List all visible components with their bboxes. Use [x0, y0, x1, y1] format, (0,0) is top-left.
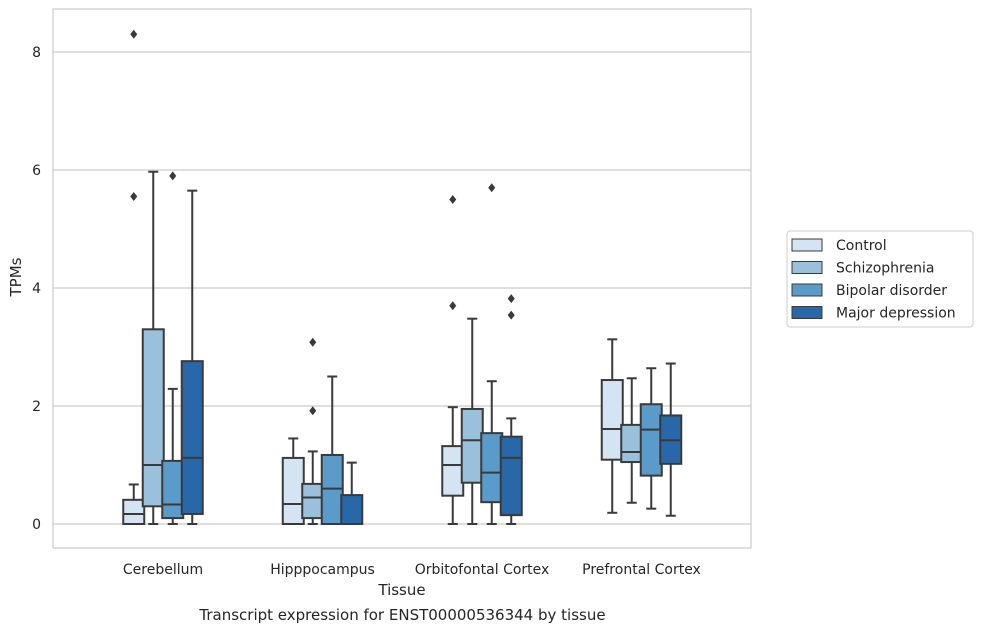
box-group	[340, 461, 364, 525]
box	[141, 328, 165, 508]
box-group	[161, 171, 185, 525]
box	[281, 456, 305, 526]
y-tick-label: 0	[32, 517, 41, 533]
box	[460, 407, 484, 484]
legend-frame	[786, 230, 974, 328]
outlier-point	[130, 192, 138, 202]
box-group	[281, 437, 305, 526]
plot-area-frame	[52, 8, 752, 549]
legend-swatch	[791, 306, 823, 319]
box	[122, 498, 146, 525]
box-group	[301, 337, 325, 525]
box-group	[320, 375, 344, 525]
x-tick-label: Orbitofontal Cortex	[415, 562, 550, 578]
legend-label: Bipolar disorder	[836, 283, 947, 299]
legend-swatch	[791, 238, 823, 252]
box	[620, 423, 644, 464]
box-group	[499, 294, 523, 525]
outlier-point	[169, 171, 177, 181]
y-tick-label: 8	[32, 45, 41, 61]
gridlines	[53, 51, 751, 525]
outlier-point	[309, 406, 317, 416]
outlier-point	[449, 301, 457, 311]
y-tick-label: 4	[32, 281, 41, 297]
legend-label: Control	[836, 238, 887, 254]
box	[600, 379, 624, 461]
box	[340, 494, 364, 525]
x-axis-ticks: Cerebellum Hipppocampus Orbitofontal Corte…	[123, 562, 701, 578]
y-tick-label: 6	[32, 163, 41, 179]
box-group	[480, 183, 504, 525]
outlier-point	[130, 29, 138, 39]
box	[441, 445, 465, 497]
x-tick-label: Hipppocampus	[270, 562, 375, 578]
box-group	[441, 195, 465, 525]
y-tick-label: 2	[32, 399, 41, 415]
outlier-point	[507, 310, 515, 320]
y-axis-label: TPMs	[7, 257, 25, 297]
legend-swatch	[791, 261, 823, 274]
legend: Control Schizophrenia Bipolar disorder Majo…	[786, 230, 974, 328]
box-group	[122, 29, 146, 525]
box-group	[180, 189, 204, 525]
box-group	[460, 317, 484, 525]
box-group	[600, 338, 624, 514]
y-axis-ticks: 0 2 4 6 8	[32, 45, 41, 533]
figure-caption: Transcript expression for ENST0000053634…	[199, 606, 606, 624]
box-group	[620, 377, 644, 504]
box	[499, 435, 523, 517]
box	[161, 459, 185, 520]
outlier-point	[507, 294, 515, 304]
x-tick-label: Cerebellum	[123, 562, 203, 578]
x-axis-label: Tissue	[377, 581, 425, 599]
box	[180, 360, 204, 515]
x-tick-label: Prefrontal Cortex	[582, 562, 701, 578]
box-series	[122, 29, 683, 526]
legend-label: Major depression	[836, 306, 956, 322]
outlier-point	[488, 183, 496, 193]
box	[639, 403, 663, 477]
legend-label: Schizophrenia	[836, 261, 934, 277]
legend-swatch	[791, 283, 823, 297]
box-group	[659, 362, 683, 517]
box	[301, 482, 325, 520]
box	[480, 432, 504, 504]
outlier-point	[309, 337, 317, 347]
box-group	[141, 170, 165, 525]
box-group	[639, 367, 663, 510]
outlier-point	[449, 195, 457, 204]
